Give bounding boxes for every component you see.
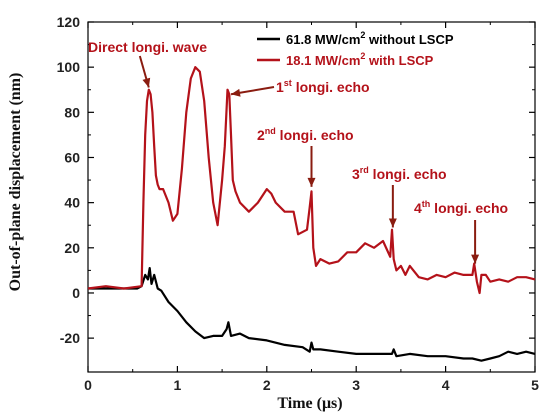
y-tick-label: 20 — [64, 240, 80, 256]
x-tick-label: 4 — [442, 377, 450, 393]
legend: 61.8 MW/cm2 without LSCP 18.1 MW/cm2 wit… — [257, 30, 454, 68]
legend-label-red: 18.1 MW/cm2 with LSCP — [286, 51, 434, 68]
y-axis-title: Out-of-plane displacement (nm) — [7, 73, 24, 292]
legend-label-black: 61.8 MW/cm2 without LSCP — [286, 30, 454, 47]
series-line-red — [87, 66, 536, 295]
annotation-direct-wave: Direct longi. wave — [88, 39, 207, 55]
annotations: Direct longi. wave 1st longi. echo 2nd l… — [88, 39, 508, 216]
y-tick-label: 0 — [72, 285, 80, 301]
y-tick-label: 100 — [57, 59, 81, 75]
x-tick-label: 5 — [531, 377, 539, 393]
series-line-black — [88, 267, 536, 362]
x-axis-title: Time (μs) — [277, 395, 342, 412]
y-tick-label: 60 — [64, 149, 80, 165]
arrow-echo-3-head — [388, 218, 397, 228]
y-tick-label: 120 — [57, 14, 81, 30]
series — [87, 66, 536, 362]
arrow-direct-wave-head — [142, 77, 151, 88]
y-tick-label: 40 — [64, 195, 80, 211]
annotation-echo-4: 4th longi. echo — [414, 199, 508, 216]
x-tick-label: 2 — [263, 377, 271, 393]
ticks: 0 1 2 3 4 5 -20 0 20 40 60 80 100 120 — [57, 14, 539, 393]
arrow-echo-4-head — [471, 254, 480, 264]
annotation-echo-3: 3rd longi. echo — [352, 165, 447, 182]
annotation-echo-1: 1st longi. echo — [276, 78, 370, 95]
x-tick-label: 0 — [84, 377, 92, 393]
x-tick-label: 1 — [174, 377, 182, 393]
annotation-arrows — [138, 55, 480, 264]
y-tick-label: 80 — [64, 104, 80, 120]
y-tick-label: -20 — [60, 330, 80, 346]
arrow-echo-2-head — [307, 177, 316, 187]
annotation-echo-2: 2nd longi. echo — [257, 126, 354, 143]
arrow-echo-1-head — [231, 88, 241, 97]
x-tick-label: 3 — [352, 377, 360, 393]
